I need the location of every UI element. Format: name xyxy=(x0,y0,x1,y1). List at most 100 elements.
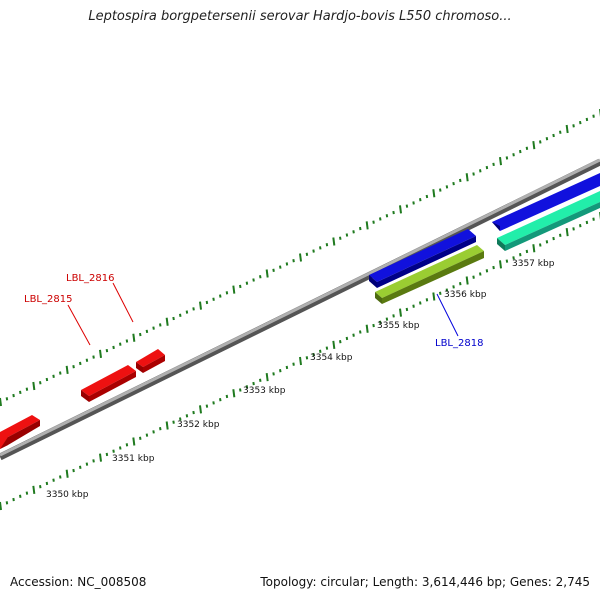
upper-track-minor-tick xyxy=(72,365,75,369)
lower-track-minor-tick xyxy=(192,410,195,415)
gene-lbl-2819[interactable] xyxy=(492,173,600,231)
upper-track-minor-tick xyxy=(372,220,375,224)
upper-track-minor-tick xyxy=(519,149,522,154)
kbp-label-3357: 3357 kbp xyxy=(512,259,555,269)
gene-lbl-2814[interactable] xyxy=(0,415,40,449)
upper-track-minor-tick xyxy=(205,300,209,305)
upper-track-minor-tick xyxy=(579,120,582,125)
gene-label-lbl-2815[interactable]: LBL_2815 xyxy=(24,294,72,305)
kbp-label-3356: 3356 kbp xyxy=(444,290,487,300)
lower-track-minor-tick xyxy=(239,388,242,392)
upper-track-major-tick xyxy=(199,301,202,310)
upper-track-minor-tick xyxy=(259,275,262,279)
lower-track-minor-tick xyxy=(25,491,29,495)
upper-track-minor-tick xyxy=(379,217,382,221)
gene-lbl-2820[interactable] xyxy=(497,191,600,245)
lower-track-minor-tick xyxy=(505,259,509,263)
upper-track-minor-tick xyxy=(412,201,415,205)
kbp-label-3353: 3353 kbp xyxy=(243,386,286,396)
lower-track-minor-tick xyxy=(159,427,162,431)
lower-track-minor-tick xyxy=(352,333,355,337)
lower-track-minor-tick xyxy=(205,404,209,408)
upper-track-minor-tick xyxy=(145,329,149,334)
lower-track-minor-tick xyxy=(539,243,542,247)
upper-track-minor-tick xyxy=(225,291,229,295)
gene-lbl-2815[interactable] xyxy=(81,365,136,396)
upper-track-minor-tick xyxy=(285,262,289,266)
upper-track-minor-tick xyxy=(172,316,175,321)
lower-track-minor-tick xyxy=(119,446,122,450)
lower-track-major-tick xyxy=(532,244,536,253)
gene-lbl-2818[interactable] xyxy=(375,245,484,298)
upper-track-minor-tick xyxy=(252,278,255,282)
upper-track-major-tick xyxy=(132,333,136,342)
lower-track-major-tick xyxy=(32,485,36,495)
gene-label-lbl-2818[interactable]: LBL_2818 xyxy=(435,338,483,349)
lower-track-minor-tick xyxy=(585,220,589,225)
gene-lbl-2817-side xyxy=(369,275,377,288)
upper-track-major-tick xyxy=(65,365,69,375)
lower-track-minor-tick xyxy=(92,459,95,463)
upper-track-minor-tick xyxy=(345,233,349,237)
lower-track-minor-tick xyxy=(225,394,229,399)
upper-track-major-tick xyxy=(365,221,369,230)
lower-track-minor-tick xyxy=(392,314,395,318)
upper-tick-track xyxy=(0,109,600,407)
lower-track-minor-tick xyxy=(125,443,129,447)
upper-track-minor-tick xyxy=(325,242,329,247)
upper-track-minor-tick xyxy=(572,124,575,128)
lower-track-minor-tick xyxy=(419,301,422,305)
lower-track-minor-tick xyxy=(552,236,555,241)
gene-lbl-2815-bottom xyxy=(89,371,136,402)
gene-lbl-2820-bottom xyxy=(505,202,600,251)
gene-lbl-2816[interactable] xyxy=(136,349,165,367)
lower-track-minor-tick xyxy=(185,414,189,418)
lower-track-minor-tick xyxy=(579,224,582,228)
lower-track-minor-tick xyxy=(452,285,455,289)
gene-lbl-2818-side xyxy=(375,292,382,304)
upper-track-minor-tick xyxy=(559,130,562,134)
upper-track-minor-tick xyxy=(459,178,462,183)
leader-line-lbl-2816 xyxy=(112,282,134,323)
lower-track-minor-tick xyxy=(39,485,42,489)
lower-track-minor-tick xyxy=(519,253,522,257)
gene-lbl-2817[interactable] xyxy=(369,229,476,282)
upper-track-minor-tick xyxy=(492,162,495,167)
lower-track-minor-tick xyxy=(479,272,482,276)
lower-tick-track xyxy=(0,212,600,511)
lower-track-minor-tick xyxy=(379,320,382,324)
upper-track-major-tick xyxy=(265,269,269,278)
upper-track-minor-tick xyxy=(385,214,389,218)
upper-track-minor-tick xyxy=(359,226,362,231)
lower-track-minor-tick xyxy=(485,269,489,273)
gene-label-lbl-2816[interactable]: LBL_2816 xyxy=(66,273,114,284)
upper-track-minor-tick xyxy=(92,355,95,359)
lower-track-major-tick xyxy=(65,469,69,478)
kbp-label-3351: 3351 kbp xyxy=(112,454,155,464)
accession-value: NC_008508 xyxy=(77,575,147,589)
lower-track-minor-tick xyxy=(305,356,309,360)
gene-lbl-2816-side xyxy=(136,362,143,373)
upper-track-minor-tick xyxy=(339,236,342,240)
lower-track-minor-tick xyxy=(179,417,182,421)
lower-track-major-tick xyxy=(332,340,336,350)
upper-track-minor-tick xyxy=(5,397,9,401)
upper-track-minor-tick xyxy=(425,194,429,199)
lower-track-minor-tick xyxy=(259,378,262,382)
lower-track-minor-tick xyxy=(152,430,155,434)
lower-track-minor-tick xyxy=(219,398,222,402)
upper-track-major-tick xyxy=(165,317,169,326)
lower-track-minor-tick xyxy=(345,336,349,341)
upper-track-minor-tick xyxy=(139,332,142,337)
upper-track-minor-tick xyxy=(592,114,595,118)
upper-track-major-tick xyxy=(99,349,102,358)
lower-track-minor-tick xyxy=(592,217,595,221)
lower-track-major-tick xyxy=(165,421,169,430)
upper-track-minor-tick xyxy=(452,181,455,186)
lower-track-major-tick xyxy=(465,276,469,285)
gene-lbl-2818-bottom xyxy=(382,251,484,304)
gene-features xyxy=(0,173,600,449)
lower-track-minor-tick xyxy=(12,497,15,502)
lower-track-minor-tick xyxy=(459,282,462,286)
